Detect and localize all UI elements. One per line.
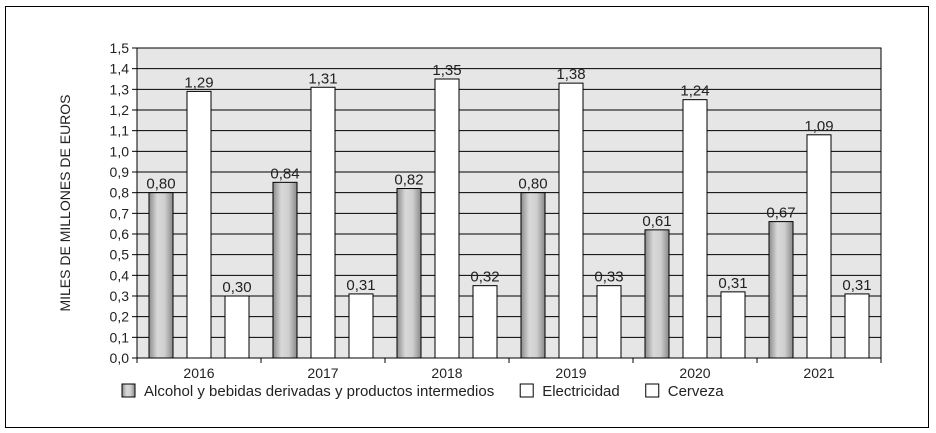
bar (806, 134, 832, 359)
bar (644, 229, 670, 359)
bar (768, 221, 794, 359)
data-label: 1,31 (308, 70, 337, 87)
chart-frame (5, 6, 929, 428)
legend: Alcohol y bebidas derivadas y productos … (121, 383, 725, 400)
x-tick-label: 2019 (555, 365, 586, 381)
y-tick-label: 1,4 (110, 61, 130, 77)
x-tick-label: 2018 (431, 365, 462, 381)
data-label: 1,35 (432, 62, 461, 79)
x-tick-label: 2020 (679, 365, 710, 381)
bar (148, 192, 174, 359)
data-label: 1,09 (804, 118, 833, 135)
bar (682, 99, 708, 359)
data-label: 0,31 (718, 275, 747, 292)
y-tick-label: 1,1 (110, 123, 130, 139)
bar (310, 86, 336, 359)
bars-group (148, 78, 870, 359)
data-label: 1,29 (184, 74, 213, 91)
legend-swatch (645, 383, 660, 398)
data-label: 0,80 (518, 176, 547, 193)
data-label: 0,67 (766, 205, 795, 222)
bar (272, 181, 298, 359)
data-label: 0,33 (594, 269, 623, 286)
data-label: 1,24 (680, 83, 709, 100)
y-tick-label: 0,6 (110, 226, 130, 242)
legend-label: Cerveza (668, 383, 725, 400)
y-tick-label: 0,4 (110, 267, 130, 283)
x-tick-label: 2016 (183, 365, 214, 381)
y-tick-label: 1,3 (110, 81, 130, 97)
y-tick-label: 0,8 (110, 185, 130, 201)
legend-label: Electricidad (542, 383, 620, 400)
data-label: 0,84 (270, 165, 299, 182)
y-tick-label: 0,5 (110, 247, 130, 263)
bar (348, 293, 374, 359)
x-tick-label: 2021 (803, 365, 834, 381)
bar (520, 192, 546, 359)
x-tick-label: 2017 (307, 365, 338, 381)
data-label: 0,61 (642, 213, 671, 230)
data-label: 0,32 (470, 269, 499, 286)
bar (396, 188, 422, 359)
y-tick-label: 0,9 (110, 164, 130, 180)
data-label: 1,38 (556, 66, 585, 83)
bar (186, 90, 212, 359)
data-labels: 0,80 1,29 0,30 0,84 1,31 0,31 0,82 1,35 0,32 0,80… (146, 62, 871, 296)
legend-swatch (519, 383, 534, 398)
y-tick-label: 0,7 (110, 205, 130, 221)
data-label: 0,30 (222, 279, 251, 296)
bar (596, 285, 622, 359)
bar (472, 285, 498, 359)
data-label: 0,82 (394, 172, 423, 189)
bar (224, 295, 250, 359)
y-tick-label: 0,2 (110, 309, 130, 325)
y-tick-label: 1,0 (110, 143, 130, 159)
axes: 0,0 0,1 0,2 0,3 0,4 0,5 0,6 0,7 0,8 0,9 1,0 1,1 1,2 1… (110, 40, 882, 381)
legend-swatch (121, 383, 136, 398)
data-label: 0,31 (346, 277, 375, 294)
y-tick-label: 0,0 (110, 350, 130, 366)
bar (844, 293, 870, 359)
legend-label: Alcohol y bebidas derivadas y productos … (144, 383, 494, 400)
bar (434, 78, 460, 359)
data-label: 0,80 (146, 176, 175, 193)
y-axis-label: MILES DE MILLONES DE EUROS (57, 94, 73, 311)
y-tick-label: 1,5 (110, 40, 130, 56)
y-tick-label: 1,2 (110, 102, 130, 118)
gridlines (137, 47, 881, 359)
y-tick-label: 0,1 (110, 329, 130, 345)
bar (720, 291, 746, 359)
bar (558, 82, 584, 359)
data-label: 0,31 (842, 277, 871, 294)
y-tick-label: 0,3 (110, 288, 130, 304)
